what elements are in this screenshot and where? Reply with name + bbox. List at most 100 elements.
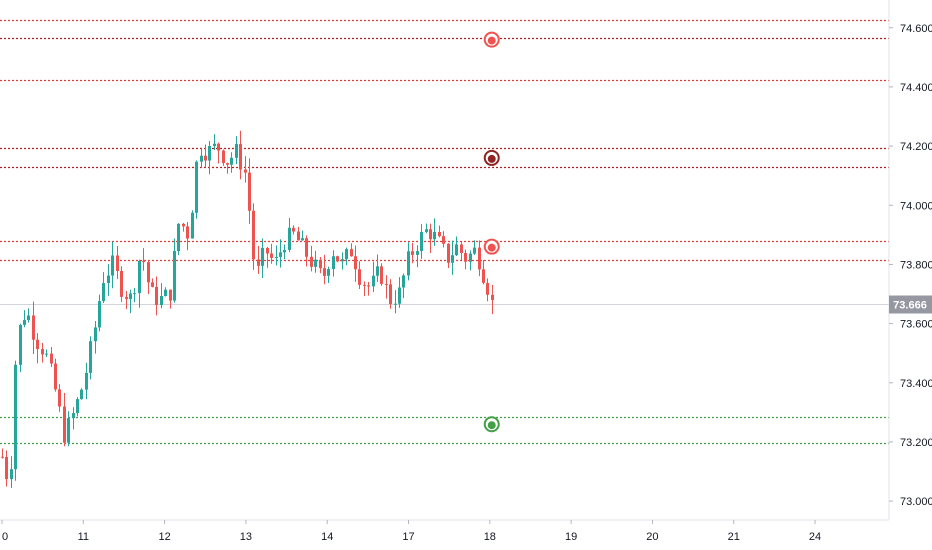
candle xyxy=(367,281,370,296)
candle xyxy=(129,289,132,314)
candle xyxy=(32,301,35,355)
candle xyxy=(63,392,66,447)
candle xyxy=(120,266,123,303)
candle-body xyxy=(455,244,458,256)
y-tick-label: 74.600 xyxy=(900,23,932,35)
x-tick-label: 13 xyxy=(240,531,252,543)
time-axis[interactable]: 0 11 12 13 14 17 18 19 20 21 24 xyxy=(1,520,821,543)
candle-body xyxy=(138,260,141,294)
candle xyxy=(23,310,26,328)
candle-body xyxy=(32,315,35,340)
candle xyxy=(385,275,388,299)
candle-body xyxy=(301,238,304,241)
candle xyxy=(261,238,264,279)
candle xyxy=(327,266,330,284)
y-tick-label: 73.800 xyxy=(900,259,932,271)
candle-body xyxy=(1,456,4,458)
candle-body xyxy=(67,418,70,443)
candle xyxy=(354,245,357,282)
candle-body xyxy=(147,262,150,283)
circle-dot-icon[interactable] xyxy=(483,238,500,255)
candle-body xyxy=(491,294,494,300)
candle-body xyxy=(367,285,370,287)
circle-dot-icon[interactable] xyxy=(483,149,500,166)
candle-body xyxy=(182,223,185,227)
candle-body xyxy=(41,349,44,355)
candle-body xyxy=(394,303,397,305)
y-tick-label: 73.600 xyxy=(900,319,932,331)
candle-body xyxy=(332,256,335,270)
candle-body xyxy=(151,282,154,287)
candle-body xyxy=(133,293,136,295)
candle-body xyxy=(354,256,357,270)
candle-body xyxy=(222,150,225,164)
candle-body xyxy=(407,251,410,276)
price-axis[interactable]: 74.600 74.400 74.200 74.000 73.800 73.600 73.4… xyxy=(889,23,932,508)
y-tick-label: 73.400 xyxy=(900,378,932,390)
candle-body xyxy=(385,283,388,285)
candle xyxy=(473,240,476,255)
candle xyxy=(191,210,194,239)
candle xyxy=(257,245,260,274)
candle xyxy=(283,244,286,260)
candle xyxy=(411,242,414,264)
x-tick-label: 20 xyxy=(646,531,658,543)
candle-body xyxy=(63,406,66,443)
candle xyxy=(41,342,44,363)
candle-body xyxy=(230,157,233,165)
candle-body xyxy=(54,363,57,390)
candle-body xyxy=(252,210,255,260)
candle xyxy=(164,287,167,297)
candle-body xyxy=(5,456,8,480)
horizontal-levels xyxy=(0,19,889,445)
y-tick-label: 74.000 xyxy=(900,200,932,212)
candle-body xyxy=(376,266,379,276)
candle-body xyxy=(402,275,405,288)
candle-body xyxy=(336,256,339,262)
candle xyxy=(491,284,494,315)
candle xyxy=(116,246,119,280)
candle xyxy=(85,362,88,400)
circle-dot-icon[interactable] xyxy=(483,416,500,433)
circle-dot-icon[interactable] xyxy=(483,31,500,48)
candle-body xyxy=(275,256,278,258)
candle xyxy=(27,308,30,323)
candle-body xyxy=(235,144,238,158)
candle-body xyxy=(200,155,203,162)
candle xyxy=(398,277,401,308)
candle-body xyxy=(372,275,375,287)
candle-body xyxy=(345,249,348,260)
candle xyxy=(350,243,353,257)
candle-body xyxy=(473,247,476,254)
candle-body xyxy=(116,255,119,271)
candle-body xyxy=(283,249,286,253)
candle xyxy=(447,243,450,268)
candle-body xyxy=(177,223,180,251)
candle-body xyxy=(279,252,282,257)
candle-body xyxy=(429,229,432,240)
x-tick-label: 19 xyxy=(565,531,577,543)
candle-body xyxy=(142,260,145,263)
candle-body xyxy=(398,287,401,304)
candle xyxy=(155,276,158,316)
x-tick-label: 0 xyxy=(2,531,8,543)
candle-body xyxy=(76,399,79,414)
candle-body xyxy=(208,146,211,161)
candle-body xyxy=(36,339,39,350)
candle-body xyxy=(244,169,247,173)
candle xyxy=(310,245,313,272)
x-tick-label: 17 xyxy=(402,531,414,543)
candle-body xyxy=(27,315,30,321)
candle-body xyxy=(164,289,167,296)
candle xyxy=(482,260,485,285)
candle xyxy=(177,223,180,256)
candle xyxy=(235,136,238,165)
candle-body xyxy=(327,269,330,276)
candle xyxy=(336,255,339,263)
candle xyxy=(222,149,225,166)
candle-body xyxy=(72,413,75,419)
candle-body xyxy=(363,284,366,286)
candle xyxy=(45,349,48,357)
candle xyxy=(111,241,114,289)
